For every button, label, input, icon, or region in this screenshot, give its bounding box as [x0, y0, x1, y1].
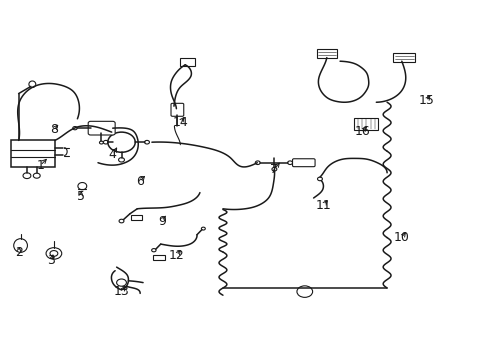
FancyBboxPatch shape — [171, 103, 184, 116]
Text: 12: 12 — [169, 249, 184, 262]
Text: 6: 6 — [136, 175, 144, 188]
Text: 14: 14 — [172, 116, 188, 129]
Circle shape — [117, 279, 126, 286]
Text: 4: 4 — [109, 148, 117, 161]
Text: 7: 7 — [270, 163, 278, 176]
FancyBboxPatch shape — [354, 118, 378, 130]
FancyBboxPatch shape — [393, 53, 415, 62]
Circle shape — [297, 286, 313, 297]
Circle shape — [108, 132, 135, 152]
FancyBboxPatch shape — [153, 255, 165, 260]
Text: 13: 13 — [114, 285, 129, 298]
FancyBboxPatch shape — [131, 215, 142, 220]
FancyBboxPatch shape — [293, 159, 315, 167]
Text: 15: 15 — [418, 94, 434, 107]
Ellipse shape — [14, 239, 27, 252]
FancyBboxPatch shape — [180, 58, 195, 66]
FancyBboxPatch shape — [88, 121, 115, 135]
Text: 2: 2 — [15, 246, 23, 258]
FancyBboxPatch shape — [11, 140, 55, 167]
Text: 1: 1 — [36, 159, 44, 172]
Text: 10: 10 — [394, 231, 410, 244]
Circle shape — [50, 251, 58, 256]
Text: 9: 9 — [158, 215, 166, 228]
FancyBboxPatch shape — [317, 49, 337, 58]
Text: 3: 3 — [48, 255, 55, 267]
Text: 5: 5 — [77, 190, 85, 203]
Text: 16: 16 — [355, 125, 370, 138]
Text: 11: 11 — [316, 199, 331, 212]
Circle shape — [46, 248, 62, 259]
Text: 8: 8 — [50, 123, 58, 136]
